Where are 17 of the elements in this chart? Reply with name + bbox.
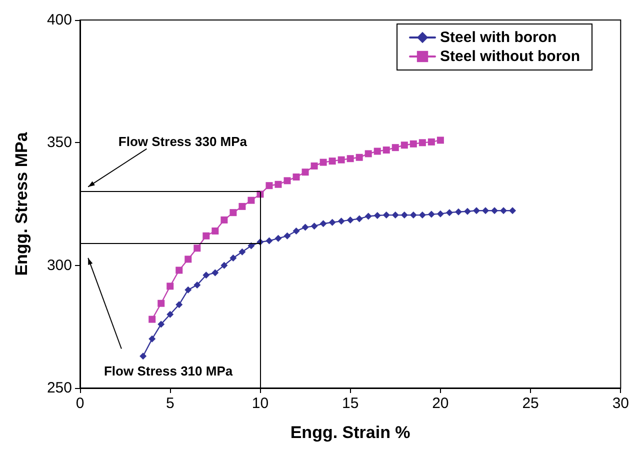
y-tick-label: 250 xyxy=(46,380,72,396)
x-tick-label: 25 xyxy=(522,395,539,412)
y-tick-label: 300 xyxy=(46,256,72,274)
x-tick-label: 15 xyxy=(342,395,359,412)
x-tick-label: 20 xyxy=(432,395,449,412)
ref-line-label: Flow Stress 330 MPa xyxy=(118,134,248,149)
y-tick-label: 400 xyxy=(46,12,72,28)
y-axis-title: Engg. Stress MPa xyxy=(12,132,31,276)
legend-label: Steel without boron xyxy=(440,48,580,65)
x-tick-label: 10 xyxy=(252,395,269,412)
y-tick-label: 350 xyxy=(46,134,72,152)
x-tick-label: 5 xyxy=(166,395,174,412)
x-axis-title: Engg. Strain % xyxy=(290,423,410,442)
legend-label: Steel with boron xyxy=(440,29,557,46)
x-tick-label: 0 xyxy=(76,395,84,412)
x-tick-label: 30 xyxy=(612,395,629,412)
annotation: Flow Stress 310 MPa xyxy=(104,363,234,378)
